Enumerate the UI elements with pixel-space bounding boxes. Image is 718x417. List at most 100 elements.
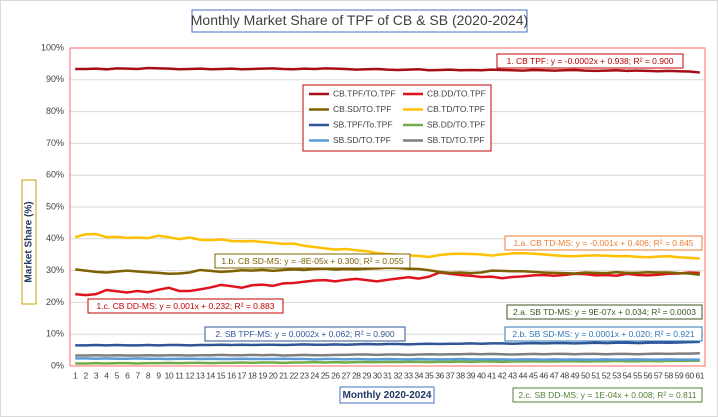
x-axis-label: Monthly 2020-2024 [343,390,432,401]
x-tick-label: 25 [321,370,330,380]
x-tick-label: 9 [156,370,161,380]
x-tick-label: 30 [373,370,382,380]
x-tick-label: 6 [125,370,130,380]
annotation-text: 1. CB TPF: y = -0.0002x + 0.938; R² = 0.… [507,56,674,66]
x-tick-label: 17 [237,370,246,380]
x-tick-label: 52 [602,370,611,380]
y-tick-label: 90% [46,74,64,84]
x-tick-label: 11 [175,370,184,380]
x-tick-label: 14 [206,370,215,380]
x-tick-label: 35 [425,370,434,380]
series-line [75,357,700,361]
x-tick-label: 28 [352,370,361,380]
x-tick-label: 19 [258,370,267,380]
plot-frame [69,47,706,367]
y-tick-label: 80% [46,106,64,116]
annotation-box [504,326,703,342]
annotation-box [506,304,703,320]
annotation-box [87,298,284,314]
x-tick-label: 15 [217,370,226,380]
x-tick-label: 40 [477,370,486,380]
annotation-box [204,326,406,342]
series-line [75,66,700,74]
x-tick-label: 56 [643,370,652,380]
y-label-box [21,179,37,305]
x-tick-label: 43 [508,370,517,380]
y-tick-label: 40% [46,233,64,243]
y-tick-label: 10% [46,329,64,339]
x-tick-label: 20 [269,370,278,380]
series-line [75,271,700,297]
x-tick-label: 50 [581,370,590,380]
annotation-box [214,253,411,269]
y-tick-label: 100% [41,42,64,52]
x-tick-label: 37 [446,370,455,380]
x-tick-label: 26 [331,370,340,380]
legend-label: CB.TPF/TO.TPF [333,88,396,98]
annotation-box [512,387,703,403]
x-tick-label: 32 [394,370,403,380]
x-tick-label: 45 [529,370,538,380]
series-line [75,352,700,357]
x-tick-label: 42 [498,370,507,380]
legend-label: CB.SD/TO.TPF [333,104,391,114]
x-tick-label: 8 [146,370,151,380]
legend-label: SB.TPF/To.TPF [333,119,393,129]
annotation-box [496,53,684,69]
legend-label: CB.TD/TO.TPF [427,104,485,114]
x-tick-label: 4 [104,370,109,380]
series-line [75,359,700,365]
x-tick-label: 7 [135,370,140,380]
x-tick-label: 27 [342,370,351,380]
x-tick-label: 47 [550,370,559,380]
y-tick-label: 70% [46,138,64,148]
x-tick-label: 36 [435,370,444,380]
annotation-text: 1.a. CB TD-MS: y = -0.001x + 0.406; R² =… [513,238,693,248]
x-tick-label: 1 [73,370,78,380]
legend-label: CB.DD/TO.TPF [427,88,486,98]
x-tick-label: 24 [310,370,319,380]
x-tick-label: 29 [362,370,371,380]
legend-label: SB.TD/TO.TPF [427,135,484,145]
x-tick-label: 13 [196,370,205,380]
x-tick-label: 21 [279,370,288,380]
x-tick-label: 3 [94,370,99,380]
annotation-text: 1.b. CB SD-MS: y = -8E-05x + 0.300; R² =… [221,256,403,266]
x-tick-label: 23 [300,370,309,380]
x-tick-label: 59 [675,370,684,380]
x-tick-label: 38 [456,370,465,380]
x-tick-label: 18 [248,370,257,380]
y-axis-label: Market Share (%) [24,201,35,282]
x-tick-label: 5 [115,370,120,380]
x-tick-label: 44 [518,370,527,380]
x-label-box [339,386,435,404]
chart-title: Monthly Market Share of TPF of CB & SB (… [191,12,528,28]
y-tick-label: 30% [46,265,64,275]
x-tick-label: 33 [404,370,413,380]
x-tick-label: 31 [383,370,392,380]
annotation-box [504,235,703,251]
annotation-text: 2.b. SB SD-MS: y = 0.0001x + 0.020; R² =… [512,329,694,339]
y-tick-label: 0% [51,360,64,370]
annotation-text: 2. SB TPF-MS: y = 0.0002x + 0.062; R² = … [215,329,394,339]
y-tick-label: 60% [46,170,64,180]
x-tick-label: 41 [487,370,496,380]
y-tick-label: 20% [46,297,64,307]
x-tick-label: 49 [571,370,580,380]
x-tick-label: 53 [612,370,621,380]
x-tick-label: 61 [695,370,704,380]
x-tick-label: 46 [539,370,548,380]
x-tick-label: 48 [560,370,569,380]
annotation-text: 2.a. SB TD-MS: y = 9E-07x + 0.034; R² = … [513,307,696,317]
x-tick-label: 12 [185,370,194,380]
annotation-text: 2.c. SB DD-MS: y = 1E-04x + 0.008; R² = … [518,390,696,400]
series-line [75,340,700,347]
x-tick-label: 55 [633,370,642,380]
x-tick-label: 34 [414,370,423,380]
annotation-text: 1.c. CB DD-MS: y = 0.001x + 0.232; R² = … [97,301,275,311]
x-tick-label: 10 [165,370,174,380]
x-tick-label: 39 [466,370,475,380]
legend-box [302,84,492,152]
x-tick-label: 60 [685,370,694,380]
